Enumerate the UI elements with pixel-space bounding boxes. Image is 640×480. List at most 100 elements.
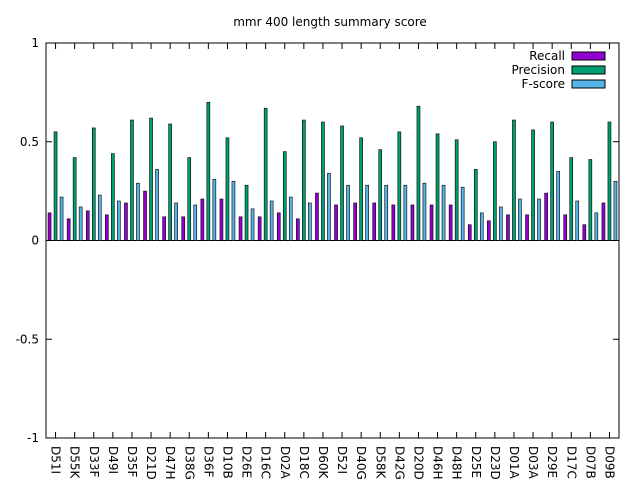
bar-f-score-D26E [250,208,255,241]
y-tick-label: 1 [31,36,39,50]
bar-f-score-D18C [308,202,312,241]
x-tick-label: D25E [469,446,483,478]
bar-f-score-D47H [174,202,178,241]
bar-precision-D33F [91,127,96,241]
chart-title: mmr 400 length summary score [233,15,427,29]
y-tick-label: 0 [31,234,39,248]
bar-recall-D35F [124,202,128,241]
bar-precision-D18C [302,119,306,241]
x-tick-label: D35F [125,446,139,478]
x-tick-label: D49I [106,446,120,474]
bar-precision-D03A [531,129,535,241]
bar-f-score-D48H [460,186,465,241]
bar-precision-D58K [378,149,383,241]
legend-label-recall: Recall [529,49,565,63]
bar-recall-D60K [315,192,319,241]
x-tick-label: D17C [564,446,578,479]
bar-precision-D26E [244,184,249,241]
x-tick-label: D07B [583,446,597,479]
x-tick-label: D40G [354,446,368,480]
x-tick-label: D60K [316,446,330,480]
x-tick-label: D42G [392,446,406,480]
bar-precision-D25E [473,169,478,241]
x-tick-label: D02A [278,446,292,480]
bar-f-score-D01A [518,198,522,241]
bar-precision-D01A [512,119,516,241]
bar-f-score-D49I [117,200,121,241]
bar-precision-D49I [111,153,115,241]
bar-f-score-D36F [212,178,217,241]
bar-f-score-D10B [231,180,236,241]
bar-recall-D23D [487,220,491,241]
bar-recall-D01A [506,214,510,241]
x-tick-label: D10B [220,446,234,479]
plot-area [45,42,620,439]
bar-precision-D60K [321,121,325,241]
legend-swatch-recall [571,51,606,61]
bar-f-score-D51I [59,196,64,241]
bar-f-score-D46H [441,184,446,241]
bar-precision-D47H [168,123,172,241]
x-tick-label: D38G [182,446,196,480]
x-tick-label: D48H [450,446,464,480]
bar-recall-D55K [66,218,71,241]
legend-swatch-f-score [571,79,606,89]
x-tick-label: D33F [87,446,101,478]
bar-precision-D21D [149,117,153,241]
x-tick-label: D23D [488,446,502,480]
bar-precision-D02A [282,151,287,241]
bar-precision-D16C [263,107,268,241]
bar-recall-D21D [143,190,147,241]
y-tick-label: -1 [27,431,39,445]
x-tick-label: D29E [545,446,559,478]
x-tick-label: D18C [297,446,311,479]
bar-precision-D52I [340,125,344,241]
x-tick-label: D58K [373,446,387,480]
bar-recall-D33F [85,210,90,241]
x-tick-label: D01A [507,446,521,480]
bar-recall-D38G [181,216,186,241]
x-tick-label: D47H [163,446,177,480]
bar-recall-D49I [105,214,109,241]
bar-precision-D10B [225,137,230,241]
bar-recall-D46H [429,204,434,241]
bar-f-score-D03A [537,198,541,241]
bar-recall-D52I [334,204,338,241]
legend-label-f-score: F-score [522,77,565,91]
x-axis: D51I D55K D33F D49I D35F D21D D47H D38G D36F D10B… [49,43,616,480]
x-tick-label: D16C [259,446,273,479]
bar-precision-D35F [130,119,134,241]
x-tick-label: D20D [411,446,425,480]
y-tick-label: 0.5 [20,135,39,149]
bar-f-score-D38G [193,204,198,241]
bar-precision-D40G [359,137,363,241]
bar-recall-D47H [162,216,166,241]
bar-f-score-D07B [594,212,599,241]
bar-precision-D29E [550,121,554,241]
bar-recall-D20D [410,204,415,241]
bar-recall-D25E [467,224,472,241]
x-tick-label: D03A [526,446,540,480]
bar-recall-D29E [544,192,548,241]
bar-recall-D17C [563,214,568,241]
bar-precision-D20D [416,105,421,241]
bar-recall-D26E [238,216,243,241]
bar-precision-D55K [72,157,77,241]
bar-f-score-D16C [269,200,274,241]
bar-recall-D51I [47,212,52,241]
bar-precision-D36F [206,101,211,241]
bar-f-score-D25E [479,212,484,241]
bar-f-score-D52I [346,184,350,241]
bar-f-score-D35F [136,182,140,241]
bar-f-score-D09B [613,180,618,241]
bar-precision-D17C [569,157,574,241]
bar-recall-D02A [276,212,281,241]
bar-f-score-D21D [155,169,159,241]
bar-f-score-D23D [499,206,503,241]
bar-precision-D23D [493,141,497,241]
y-tick-label: -0.5 [16,332,39,346]
bar-f-score-D55K [78,206,83,241]
x-tick-label: D26E [240,446,254,478]
